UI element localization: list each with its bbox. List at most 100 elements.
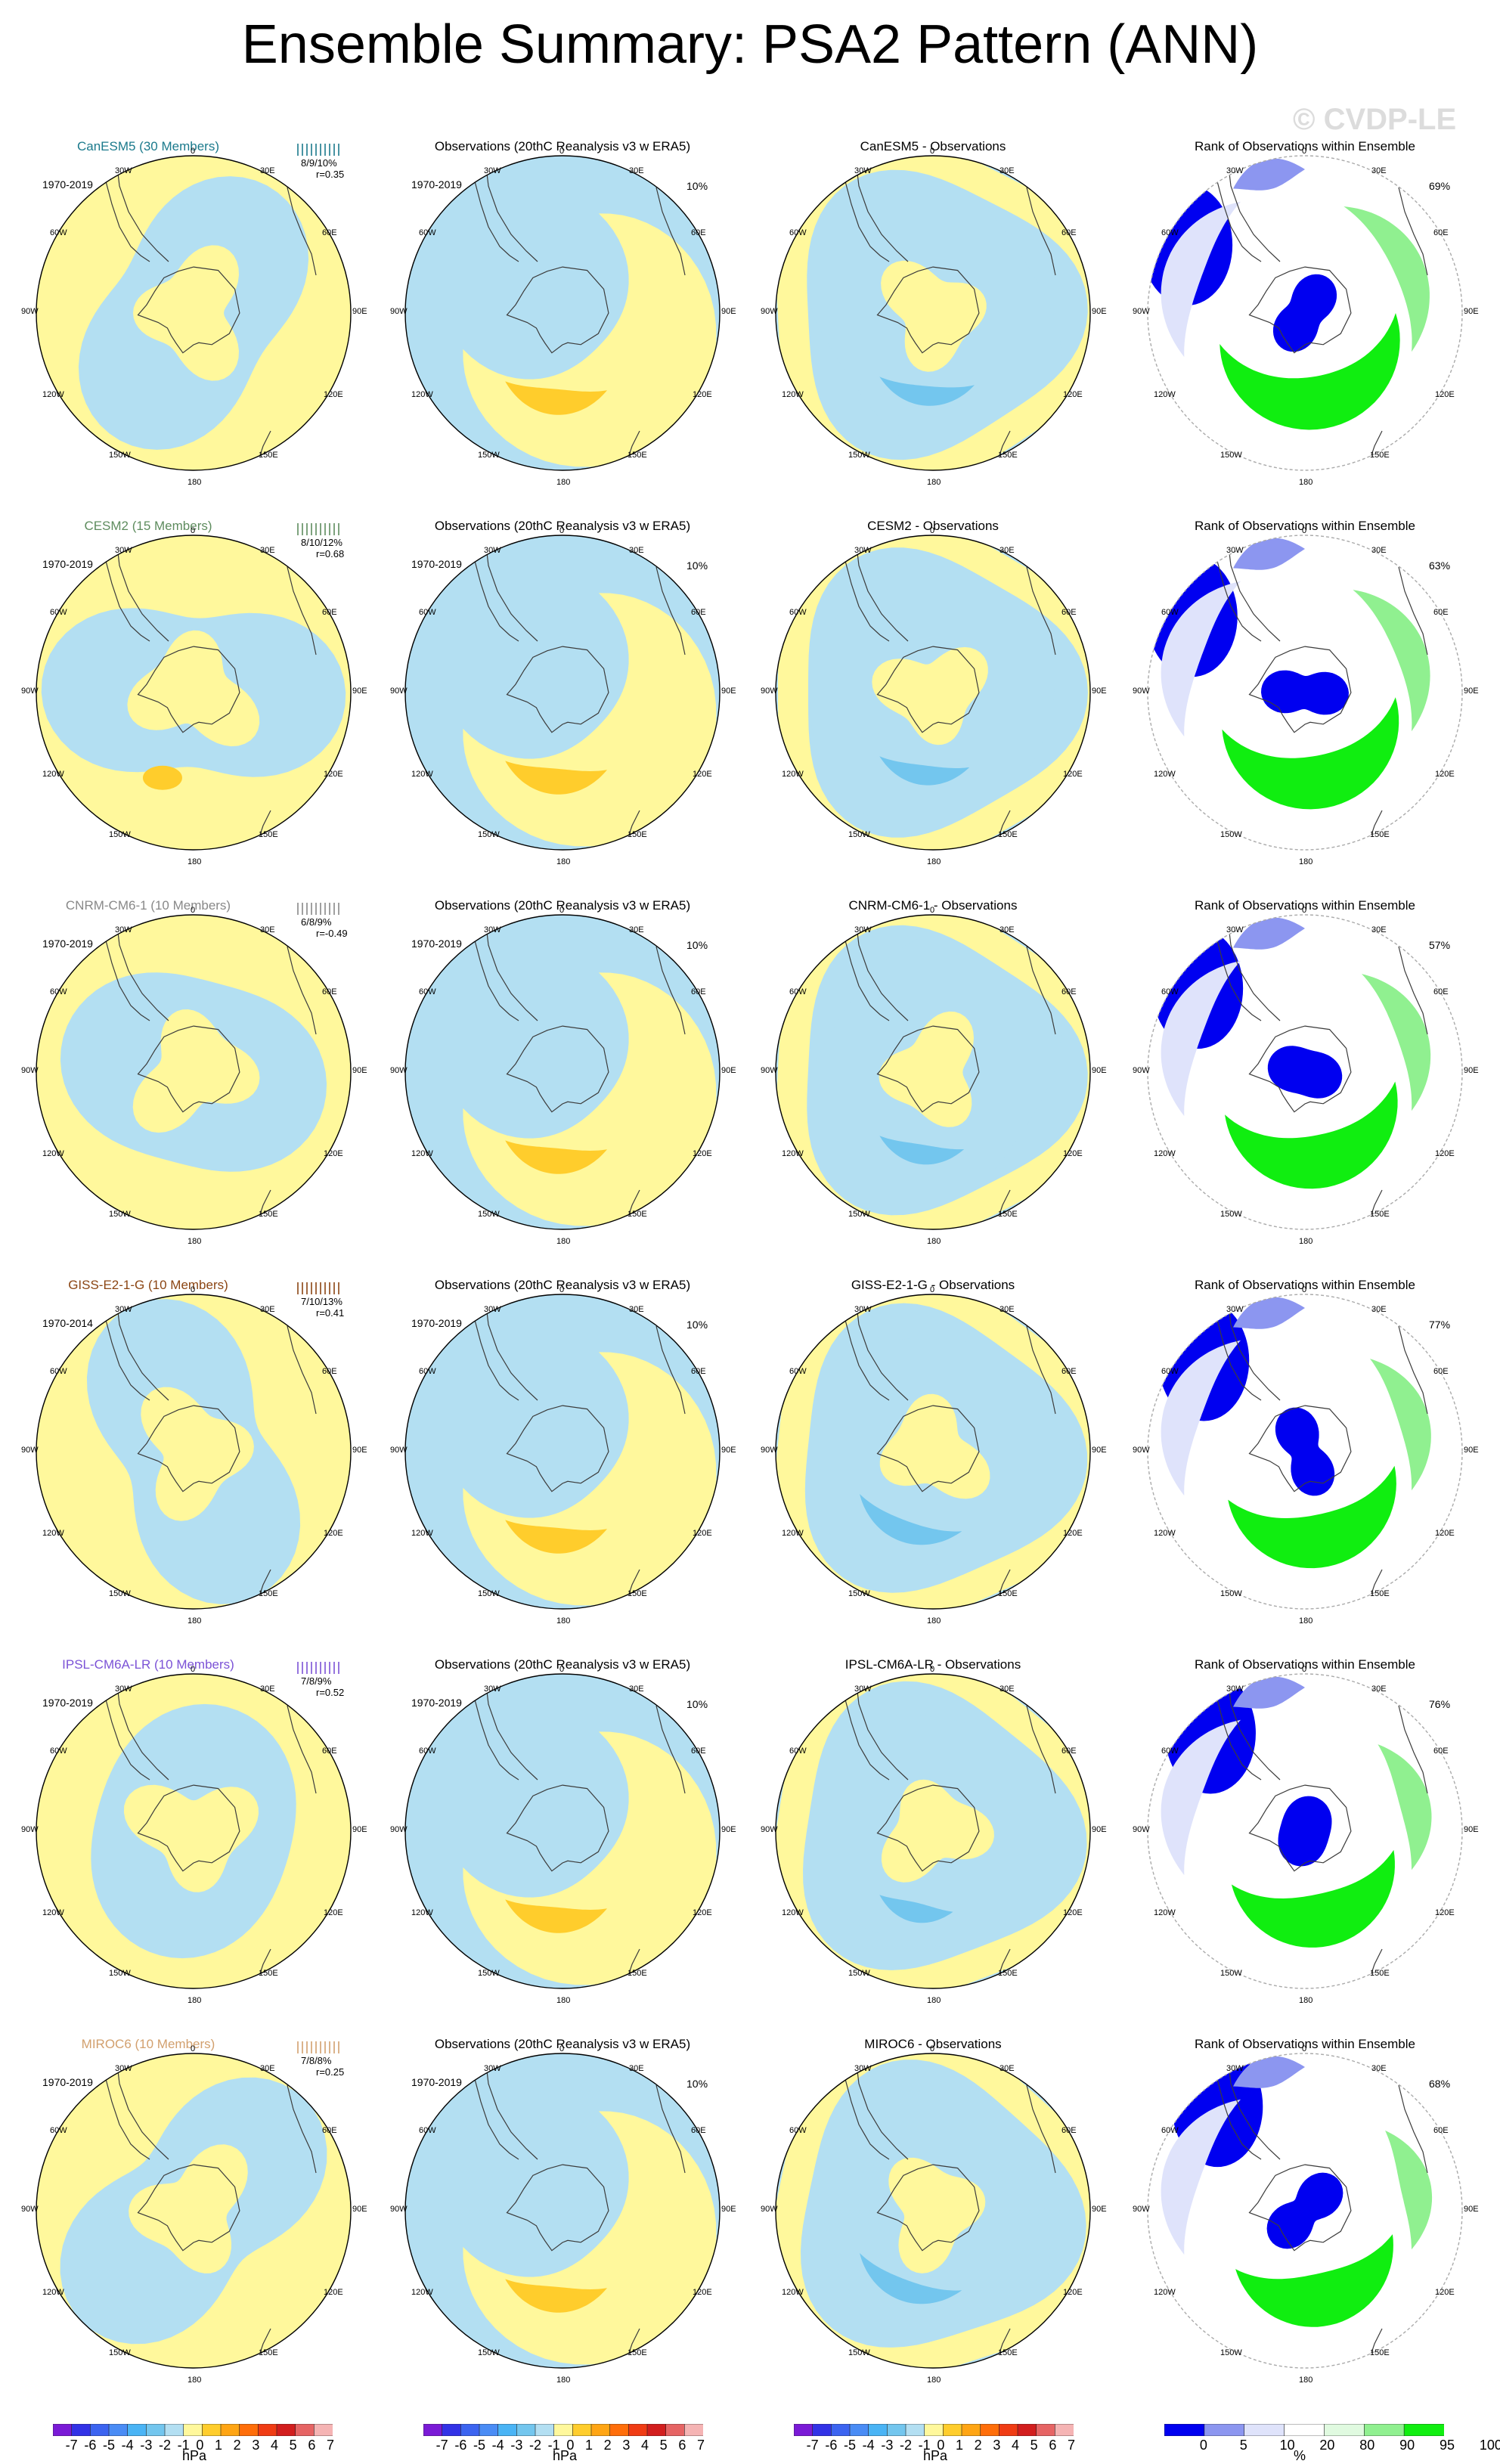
tick-label-t120w: 120W bbox=[42, 1908, 64, 1917]
africa-coast bbox=[1398, 187, 1428, 276]
new-zealand-coast bbox=[1369, 810, 1383, 840]
tick-label-bottom: 180 bbox=[556, 1996, 571, 2005]
tick-label-t150e: 150E bbox=[1370, 830, 1390, 839]
tick-label-bottom: 180 bbox=[188, 1616, 202, 1626]
tick-label-t90e: 90E bbox=[1464, 687, 1479, 696]
colorbar-label: 4 bbox=[1012, 2438, 1020, 2453]
tick-label-t120w: 120W bbox=[42, 390, 64, 399]
stats-correlation: r=-0.49 bbox=[316, 928, 348, 939]
positive-anomaly bbox=[132, 1009, 260, 1133]
positive-anomaly bbox=[879, 1011, 974, 1127]
south-america-coast bbox=[855, 2057, 909, 2160]
south-america-coast bbox=[116, 2057, 169, 2160]
tick-label-t120e: 120E bbox=[693, 770, 712, 779]
south-america-coast bbox=[116, 919, 169, 1021]
tick-label-bottom: 180 bbox=[927, 857, 941, 866]
tick-label-top: 0 bbox=[559, 147, 565, 156]
percent-label: 68% bbox=[1429, 2078, 1451, 2090]
tick-label-t30w: 30W bbox=[484, 1305, 501, 1314]
colorbar-swatch bbox=[1403, 2424, 1444, 2436]
map-tick-labels: 0 30W 30E 60W 60E 90W 90E 120W 120E 150W 150E 180 bbox=[1117, 1252, 1492, 1632]
tick-label-t150e: 150E bbox=[628, 2348, 647, 2357]
tick-label-t30w: 30W bbox=[854, 2064, 872, 2073]
colorbar-label: 1 bbox=[956, 2438, 964, 2453]
period-label: 1970-2019 bbox=[42, 178, 93, 191]
tick-label-t120w: 120W bbox=[782, 770, 804, 779]
antarctica-coast bbox=[137, 2164, 240, 2252]
strong-positive-anomaly bbox=[505, 1140, 607, 1174]
tick-label-t120w: 120W bbox=[1154, 2288, 1176, 2297]
map-boundary bbox=[36, 914, 352, 1230]
tick-label-t30w: 30W bbox=[115, 1685, 132, 1694]
strong-negative-anomaly bbox=[879, 1895, 953, 1923]
polar-map bbox=[404, 914, 721, 1230]
tick-label-t120w: 120W bbox=[42, 2288, 64, 2297]
antarctica-coast bbox=[137, 646, 240, 733]
tick-label-t120e: 120E bbox=[1063, 1529, 1083, 1538]
tick-label-t90w: 90W bbox=[21, 1825, 39, 1834]
tick-label-t30e: 30E bbox=[1371, 2064, 1387, 2073]
colorbar-swatch bbox=[905, 2424, 925, 2436]
colorbar-swatch bbox=[628, 2424, 648, 2436]
tick-label-t90e: 90E bbox=[1464, 307, 1479, 316]
africa-coast bbox=[1398, 2084, 1428, 2174]
stats-correlation: r=0.52 bbox=[316, 1687, 345, 1698]
tick-label-t150w: 150W bbox=[1220, 2348, 1242, 2357]
polar-map bbox=[1147, 2053, 1463, 2369]
antarctica-coast bbox=[506, 266, 609, 354]
colorbar-swatch bbox=[887, 2424, 907, 2436]
tick-label-t30w: 30W bbox=[1226, 166, 1244, 175]
antarctica-coast bbox=[506, 1405, 609, 1492]
south-america-coast bbox=[116, 160, 169, 262]
tick-label-t60w: 60W bbox=[1161, 608, 1179, 617]
panel-model-0: CanESM5 (30 Members) 1970-2019 8/9/10% r=0.… bbox=[6, 113, 381, 493]
percent-label: 10% bbox=[686, 1698, 708, 1710]
tick-label-t60w: 60W bbox=[789, 2126, 807, 2135]
panel-title: IPSL-CM6A-LR - Observations bbox=[845, 1657, 1021, 1672]
tick-label-t90e: 90E bbox=[721, 687, 736, 696]
colorbar-swatch bbox=[961, 2424, 981, 2436]
africa-coast bbox=[1026, 2084, 1056, 2174]
tick-label-t60e: 60E bbox=[691, 608, 706, 617]
percent-label: 77% bbox=[1429, 1319, 1451, 1331]
tick-label-bottom: 180 bbox=[1299, 1237, 1313, 1246]
antarctica-coast bbox=[1248, 266, 1352, 354]
panel-title: Rank of Observations within Ensemble bbox=[1195, 1278, 1415, 1292]
map-boundary bbox=[36, 155, 352, 471]
tick-label-t150w: 150W bbox=[848, 451, 870, 460]
tick-label-t90w: 90W bbox=[1133, 2205, 1150, 2214]
panel-title: Observations (20thC Reanalysis v3 w ERA5… bbox=[434, 139, 691, 153]
colorbar-swatch bbox=[71, 2424, 91, 2436]
polar-map bbox=[1147, 1294, 1463, 1610]
colorbar-label: 3 bbox=[252, 2438, 260, 2453]
map-tick-labels: 0 30W 30E 60W 60E 90W 90E 120W 120E 150W 150E 180 bbox=[6, 2011, 381, 2391]
tick-label-t60w: 60W bbox=[50, 228, 67, 237]
tick-label-top: 0 bbox=[930, 906, 935, 915]
tick-label-t30w: 30W bbox=[484, 1685, 501, 1694]
map-boundary bbox=[775, 535, 1091, 851]
panel-rank-1: Rank of Observations within Ensemble 63% 0… bbox=[1117, 493, 1492, 872]
africa-coast bbox=[1398, 946, 1428, 1035]
tick-label-t90e: 90E bbox=[721, 1066, 736, 1075]
period-label: 1970-2019 bbox=[411, 1697, 462, 1709]
colorbar-label: -2 bbox=[900, 2438, 913, 2453]
strong-positive-anomaly bbox=[505, 1899, 607, 1933]
colorbar-unit: hPa bbox=[182, 2448, 207, 2463]
strong-positive-anomaly bbox=[505, 761, 607, 795]
rank-high2-region bbox=[1385, 2130, 1433, 2250]
south-america-coast bbox=[855, 919, 909, 1021]
tick-label-t90e: 90E bbox=[1092, 687, 1107, 696]
panel-model-4: IPSL-CM6A-LR (10 Members) 1970-2019 7/8/9%… bbox=[6, 1632, 381, 2011]
tick-label-t60w: 60W bbox=[419, 1367, 436, 1376]
tick-label-t120e: 120E bbox=[324, 770, 343, 779]
tick-label-t90w: 90W bbox=[761, 307, 778, 316]
tick-label-t30w: 30W bbox=[115, 546, 132, 555]
tick-label-t120w: 120W bbox=[411, 390, 433, 399]
antarctica-coast bbox=[876, 646, 980, 733]
tick-label-top: 0 bbox=[1302, 1665, 1307, 1674]
rank-low-center bbox=[1261, 670, 1349, 715]
tick-label-t150e: 150E bbox=[259, 451, 278, 460]
rank-low2-region bbox=[1233, 538, 1305, 570]
tick-label-t150w: 150W bbox=[848, 2348, 870, 2357]
panel-model-1: CESM2 (15 Members) 1970-2019 8/10/12% r=0.6… bbox=[6, 493, 381, 872]
